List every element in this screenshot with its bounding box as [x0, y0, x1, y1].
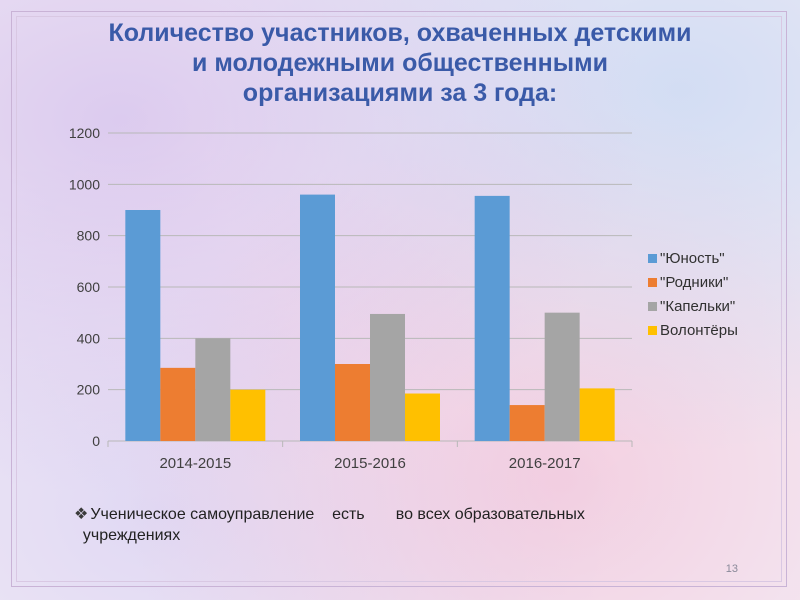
- bar: [125, 210, 161, 441]
- legend-swatch: [648, 278, 657, 287]
- title-line-3: организациями за 3 года:: [242, 79, 558, 107]
- title-line-2: и молодежными общественными: [192, 49, 608, 77]
- page-number: 13: [725, 563, 738, 575]
- bar: [579, 388, 615, 441]
- y-tick-label: 0: [92, 433, 100, 449]
- chart-title: Количество участников, охваченных детски…: [40, 18, 760, 108]
- bar: [544, 312, 580, 441]
- footnote: ❖ Ученическое самоуправление есть во всех…: [74, 504, 714, 546]
- legend-swatch: [648, 254, 657, 263]
- legend-swatch: [648, 302, 657, 311]
- bar: [405, 393, 440, 441]
- slide-frame-outer: [11, 11, 787, 587]
- y-tick-label: 1000: [69, 176, 100, 192]
- legend-swatch: [648, 326, 657, 335]
- x-tick-label: 2016-2017: [509, 455, 581, 472]
- x-tick-label: 2014-2015: [159, 455, 231, 472]
- y-tick-label: 800: [77, 228, 101, 244]
- bar: [509, 405, 545, 441]
- y-tick-label: 1200: [69, 125, 100, 141]
- bar: [474, 195, 510, 441]
- diamond-bullet-icon: ❖: [74, 506, 89, 523]
- footnote-text: Ученическое самоуправление есть во всех …: [82, 506, 585, 544]
- legend-label: Волонтёры: [660, 322, 738, 339]
- title-line-1: Количество участников, охваченных детски…: [108, 19, 692, 47]
- bar: [160, 367, 196, 441]
- legend-label: "Капельки": [660, 298, 735, 315]
- bar: [300, 194, 335, 441]
- y-tick-label: 600: [77, 279, 101, 295]
- slide-frame-inner: [16, 16, 782, 582]
- bar: [195, 338, 231, 441]
- bar: [335, 364, 370, 441]
- legend-label: "Родники": [660, 274, 728, 291]
- bar: [370, 313, 405, 441]
- y-tick-label: 200: [77, 382, 101, 398]
- x-tick-label: 2015-2016: [334, 455, 406, 472]
- bar: [230, 389, 266, 441]
- legend-label: "Юность": [660, 250, 725, 267]
- y-tick-label: 400: [77, 330, 101, 346]
